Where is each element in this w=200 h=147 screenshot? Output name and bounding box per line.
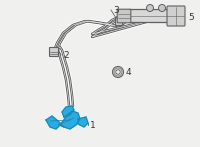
FancyBboxPatch shape — [116, 17, 122, 25]
Text: 2: 2 — [63, 51, 69, 60]
FancyBboxPatch shape — [50, 47, 58, 56]
Circle shape — [146, 5, 154, 11]
Circle shape — [158, 5, 166, 11]
Circle shape — [112, 66, 124, 77]
Text: 3: 3 — [113, 5, 119, 15]
Circle shape — [116, 70, 120, 74]
Polygon shape — [46, 116, 64, 129]
Text: 5: 5 — [188, 12, 194, 21]
FancyBboxPatch shape — [167, 6, 185, 26]
Text: 1: 1 — [90, 121, 96, 130]
FancyBboxPatch shape — [117, 9, 131, 23]
FancyBboxPatch shape — [128, 10, 170, 22]
Polygon shape — [78, 117, 88, 127]
Polygon shape — [62, 106, 74, 117]
Polygon shape — [60, 111, 80, 129]
Text: 4: 4 — [126, 67, 132, 76]
